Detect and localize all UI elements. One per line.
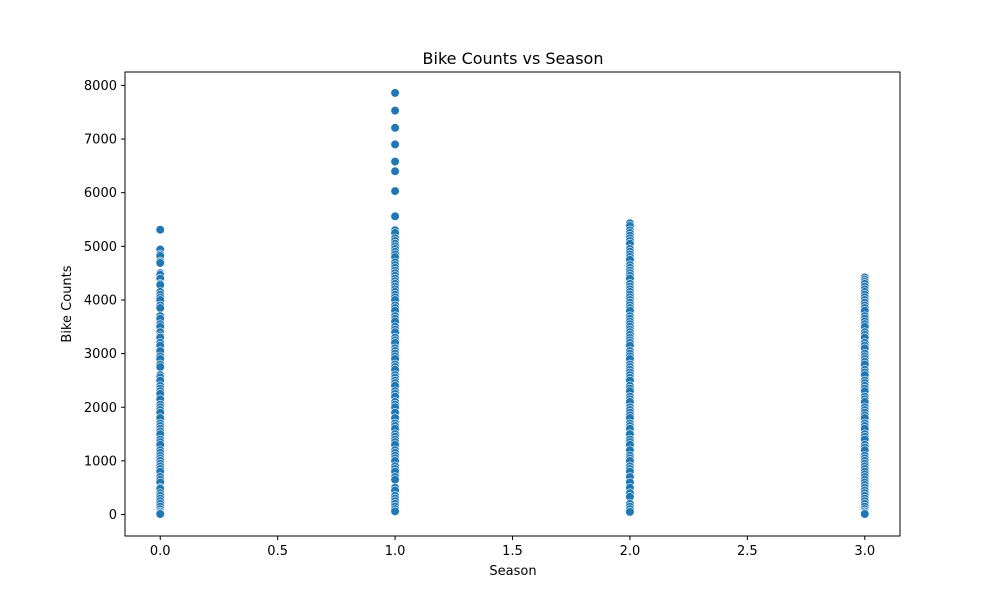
y-tick-label: 3000 [84, 347, 117, 362]
y-tick-label: 0 [109, 508, 117, 523]
y-tick-label: 2000 [84, 401, 117, 416]
y-axis-label: Bike Counts [60, 265, 75, 342]
data-point [155, 303, 165, 313]
data-point [155, 509, 165, 519]
data-point [390, 139, 400, 150]
data-point [155, 362, 165, 372]
x-tick-label: 1.0 [385, 544, 406, 559]
y-tick-label: 4000 [84, 293, 117, 308]
y-tick-label: 5000 [84, 240, 117, 255]
data-point [390, 211, 400, 221]
data-point [155, 258, 165, 268]
x-tick-label: 0.0 [150, 544, 171, 559]
x-tick-label: 1.5 [502, 544, 523, 559]
data-points [155, 88, 870, 519]
data-point [390, 166, 400, 176]
data-point [390, 156, 400, 167]
x-axis: 0.0 0.5 1.0 1.5 2.0 2.5 3.0 [150, 536, 875, 559]
data-point [390, 106, 400, 116]
y-tick-label: 7000 [84, 133, 117, 148]
y-tick-label: 6000 [84, 186, 117, 201]
x-axis-label: Season [489, 564, 536, 579]
data-point [625, 507, 635, 517]
y-tick-label: 1000 [84, 454, 117, 469]
plot-area [124, 71, 901, 537]
x-tick-label: 2.5 [737, 544, 758, 559]
data-point [390, 88, 400, 98]
y-axis: 0 1000 2000 3000 4000 5000 6000 7000 8000 [84, 79, 125, 523]
data-point [155, 225, 165, 235]
data-point [390, 506, 400, 516]
x-tick-label: 3.0 [854, 544, 875, 559]
x-tick-label: 2.0 [620, 544, 641, 559]
data-point [390, 123, 400, 133]
x-tick-label: 0.5 [267, 544, 288, 559]
y-tick-label: 8000 [84, 79, 117, 94]
data-point [390, 186, 400, 196]
chart-title: Bike Counts vs Season [423, 49, 604, 68]
data-point [390, 475, 400, 485]
data-point [860, 509, 870, 519]
